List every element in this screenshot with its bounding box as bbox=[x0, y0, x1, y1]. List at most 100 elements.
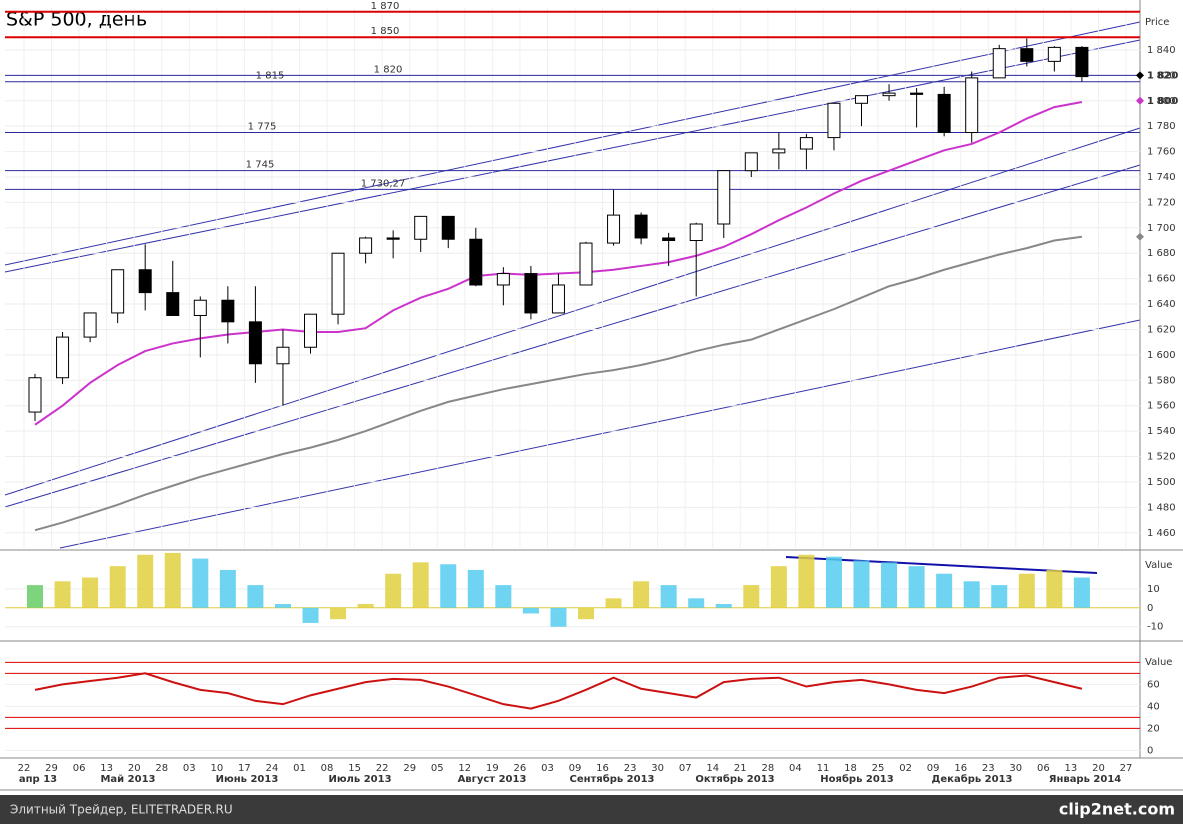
histogram-bar bbox=[82, 577, 99, 608]
y-tick-label: 10 bbox=[1147, 584, 1160, 595]
price-marker bbox=[1136, 232, 1144, 241]
histogram-bar bbox=[302, 607, 319, 623]
histogram-bar bbox=[798, 554, 815, 608]
x-tick-label: 22 bbox=[376, 763, 389, 774]
x-tick-label: 28 bbox=[761, 763, 774, 774]
candle-body bbox=[56, 336, 70, 379]
x-tick-label: 06 bbox=[73, 763, 86, 774]
histogram-bar bbox=[660, 585, 677, 608]
candle-body bbox=[607, 214, 621, 244]
moving-average bbox=[34, 235, 1083, 532]
histogram-bar bbox=[495, 585, 512, 608]
month-label: Январь 2014 bbox=[1049, 774, 1122, 785]
axis-label: Price bbox=[1145, 17, 1169, 28]
histogram-bar bbox=[743, 585, 760, 608]
x-tick-label: 28 bbox=[155, 763, 168, 774]
candle-body bbox=[689, 223, 703, 242]
x-tick-label: 17 bbox=[238, 763, 251, 774]
y-tick-label: 60 bbox=[1147, 679, 1160, 690]
histogram-bar bbox=[54, 581, 71, 608]
x-tick-label: 30 bbox=[1009, 763, 1022, 774]
level-label: 1 775 bbox=[248, 122, 277, 133]
histogram-bar bbox=[936, 573, 953, 608]
y-tick-label: 1 540 bbox=[1147, 426, 1176, 437]
x-tick-label: 29 bbox=[403, 763, 416, 774]
histogram-bar bbox=[274, 604, 291, 608]
candle-body bbox=[882, 92, 896, 97]
x-tick-label: 11 bbox=[817, 763, 830, 774]
candle-body bbox=[992, 48, 1006, 79]
x-tick-label: 16 bbox=[954, 763, 967, 774]
candle-body bbox=[138, 269, 152, 294]
candle-body bbox=[166, 292, 180, 316]
background bbox=[0, 0, 1183, 795]
y-tick-label: 1 580 bbox=[1147, 375, 1176, 386]
candle-body bbox=[386, 237, 400, 240]
y-tick-label: 0 bbox=[1147, 745, 1153, 756]
x-tick-label: 20 bbox=[128, 763, 141, 774]
candle-body bbox=[827, 102, 841, 139]
histogram-bar bbox=[164, 552, 181, 608]
x-tick-label: 21 bbox=[734, 763, 747, 774]
x-tick-label: 09 bbox=[927, 763, 940, 774]
level-label: 1 820 bbox=[374, 64, 403, 75]
candle-body bbox=[276, 346, 290, 365]
candle-body bbox=[855, 95, 868, 104]
chart-title: S&P 500, день bbox=[6, 9, 147, 31]
candle-body bbox=[414, 215, 428, 240]
histogram-bar bbox=[385, 573, 402, 608]
candle-body bbox=[1047, 46, 1061, 62]
x-tick-label: 23 bbox=[982, 763, 995, 774]
x-tick-label: 13 bbox=[1065, 763, 1078, 774]
histogram-bar bbox=[770, 566, 787, 608]
histogram-bar bbox=[605, 598, 622, 608]
y-tick-label: 1 520 bbox=[1147, 452, 1176, 463]
y-tick-label: 1 620 bbox=[1147, 324, 1176, 335]
candle-body bbox=[910, 92, 924, 95]
candle-body bbox=[799, 137, 813, 150]
candle-body bbox=[634, 214, 648, 239]
month-label: Июнь 2013 bbox=[216, 774, 279, 785]
candle-body bbox=[744, 152, 758, 172]
histogram-bar bbox=[440, 564, 457, 608]
y-tick-label: 20 bbox=[1147, 723, 1160, 734]
histogram-bar bbox=[578, 607, 594, 620]
candle-body bbox=[579, 242, 593, 286]
y-tick-label: 1 840 bbox=[1147, 45, 1176, 56]
axis-label: Value bbox=[1145, 657, 1172, 668]
histogram-bar bbox=[881, 562, 898, 608]
x-tick-label: 02 bbox=[899, 763, 912, 774]
level-label: 1 870 bbox=[371, 1, 400, 12]
x-tick-label: 27 bbox=[1120, 763, 1133, 774]
histogram-bar bbox=[1073, 577, 1090, 608]
footer-source: Элитный Трейдер, ELITETRADER.RU bbox=[10, 803, 233, 817]
candle-body bbox=[111, 269, 125, 314]
y-tick-label: 1 640 bbox=[1147, 299, 1176, 310]
x-tick-label: 05 bbox=[431, 763, 444, 774]
x-tick-label: 04 bbox=[789, 763, 802, 774]
x-tick-label: 09 bbox=[569, 763, 582, 774]
histogram-bar bbox=[825, 556, 842, 608]
x-tick-label: 08 bbox=[321, 763, 334, 774]
month-label: Октябрь 2013 bbox=[695, 773, 774, 785]
footer-logo: clip2net.com bbox=[1059, 800, 1175, 819]
candle-body bbox=[83, 312, 97, 338]
axis-label: Value bbox=[1145, 560, 1172, 571]
histogram-bar bbox=[219, 569, 236, 608]
candle-body bbox=[248, 321, 262, 365]
x-tick-label: 19 bbox=[486, 763, 499, 774]
x-tick-label: 25 bbox=[872, 763, 885, 774]
histogram-bar bbox=[192, 558, 209, 608]
price-marker-label: 1 800 bbox=[1147, 96, 1178, 107]
histogram-bar bbox=[109, 566, 126, 608]
x-tick-label: 10 bbox=[210, 763, 223, 774]
level-label: 1 850 bbox=[371, 26, 400, 37]
histogram-bar bbox=[908, 566, 925, 608]
candle-body bbox=[304, 313, 317, 348]
histogram-bar bbox=[688, 598, 705, 608]
level-label: 1 745 bbox=[246, 160, 275, 171]
candle-body bbox=[28, 377, 42, 413]
x-tick-label: 18 bbox=[844, 763, 857, 774]
y-tick-label: 1 780 bbox=[1147, 121, 1176, 132]
